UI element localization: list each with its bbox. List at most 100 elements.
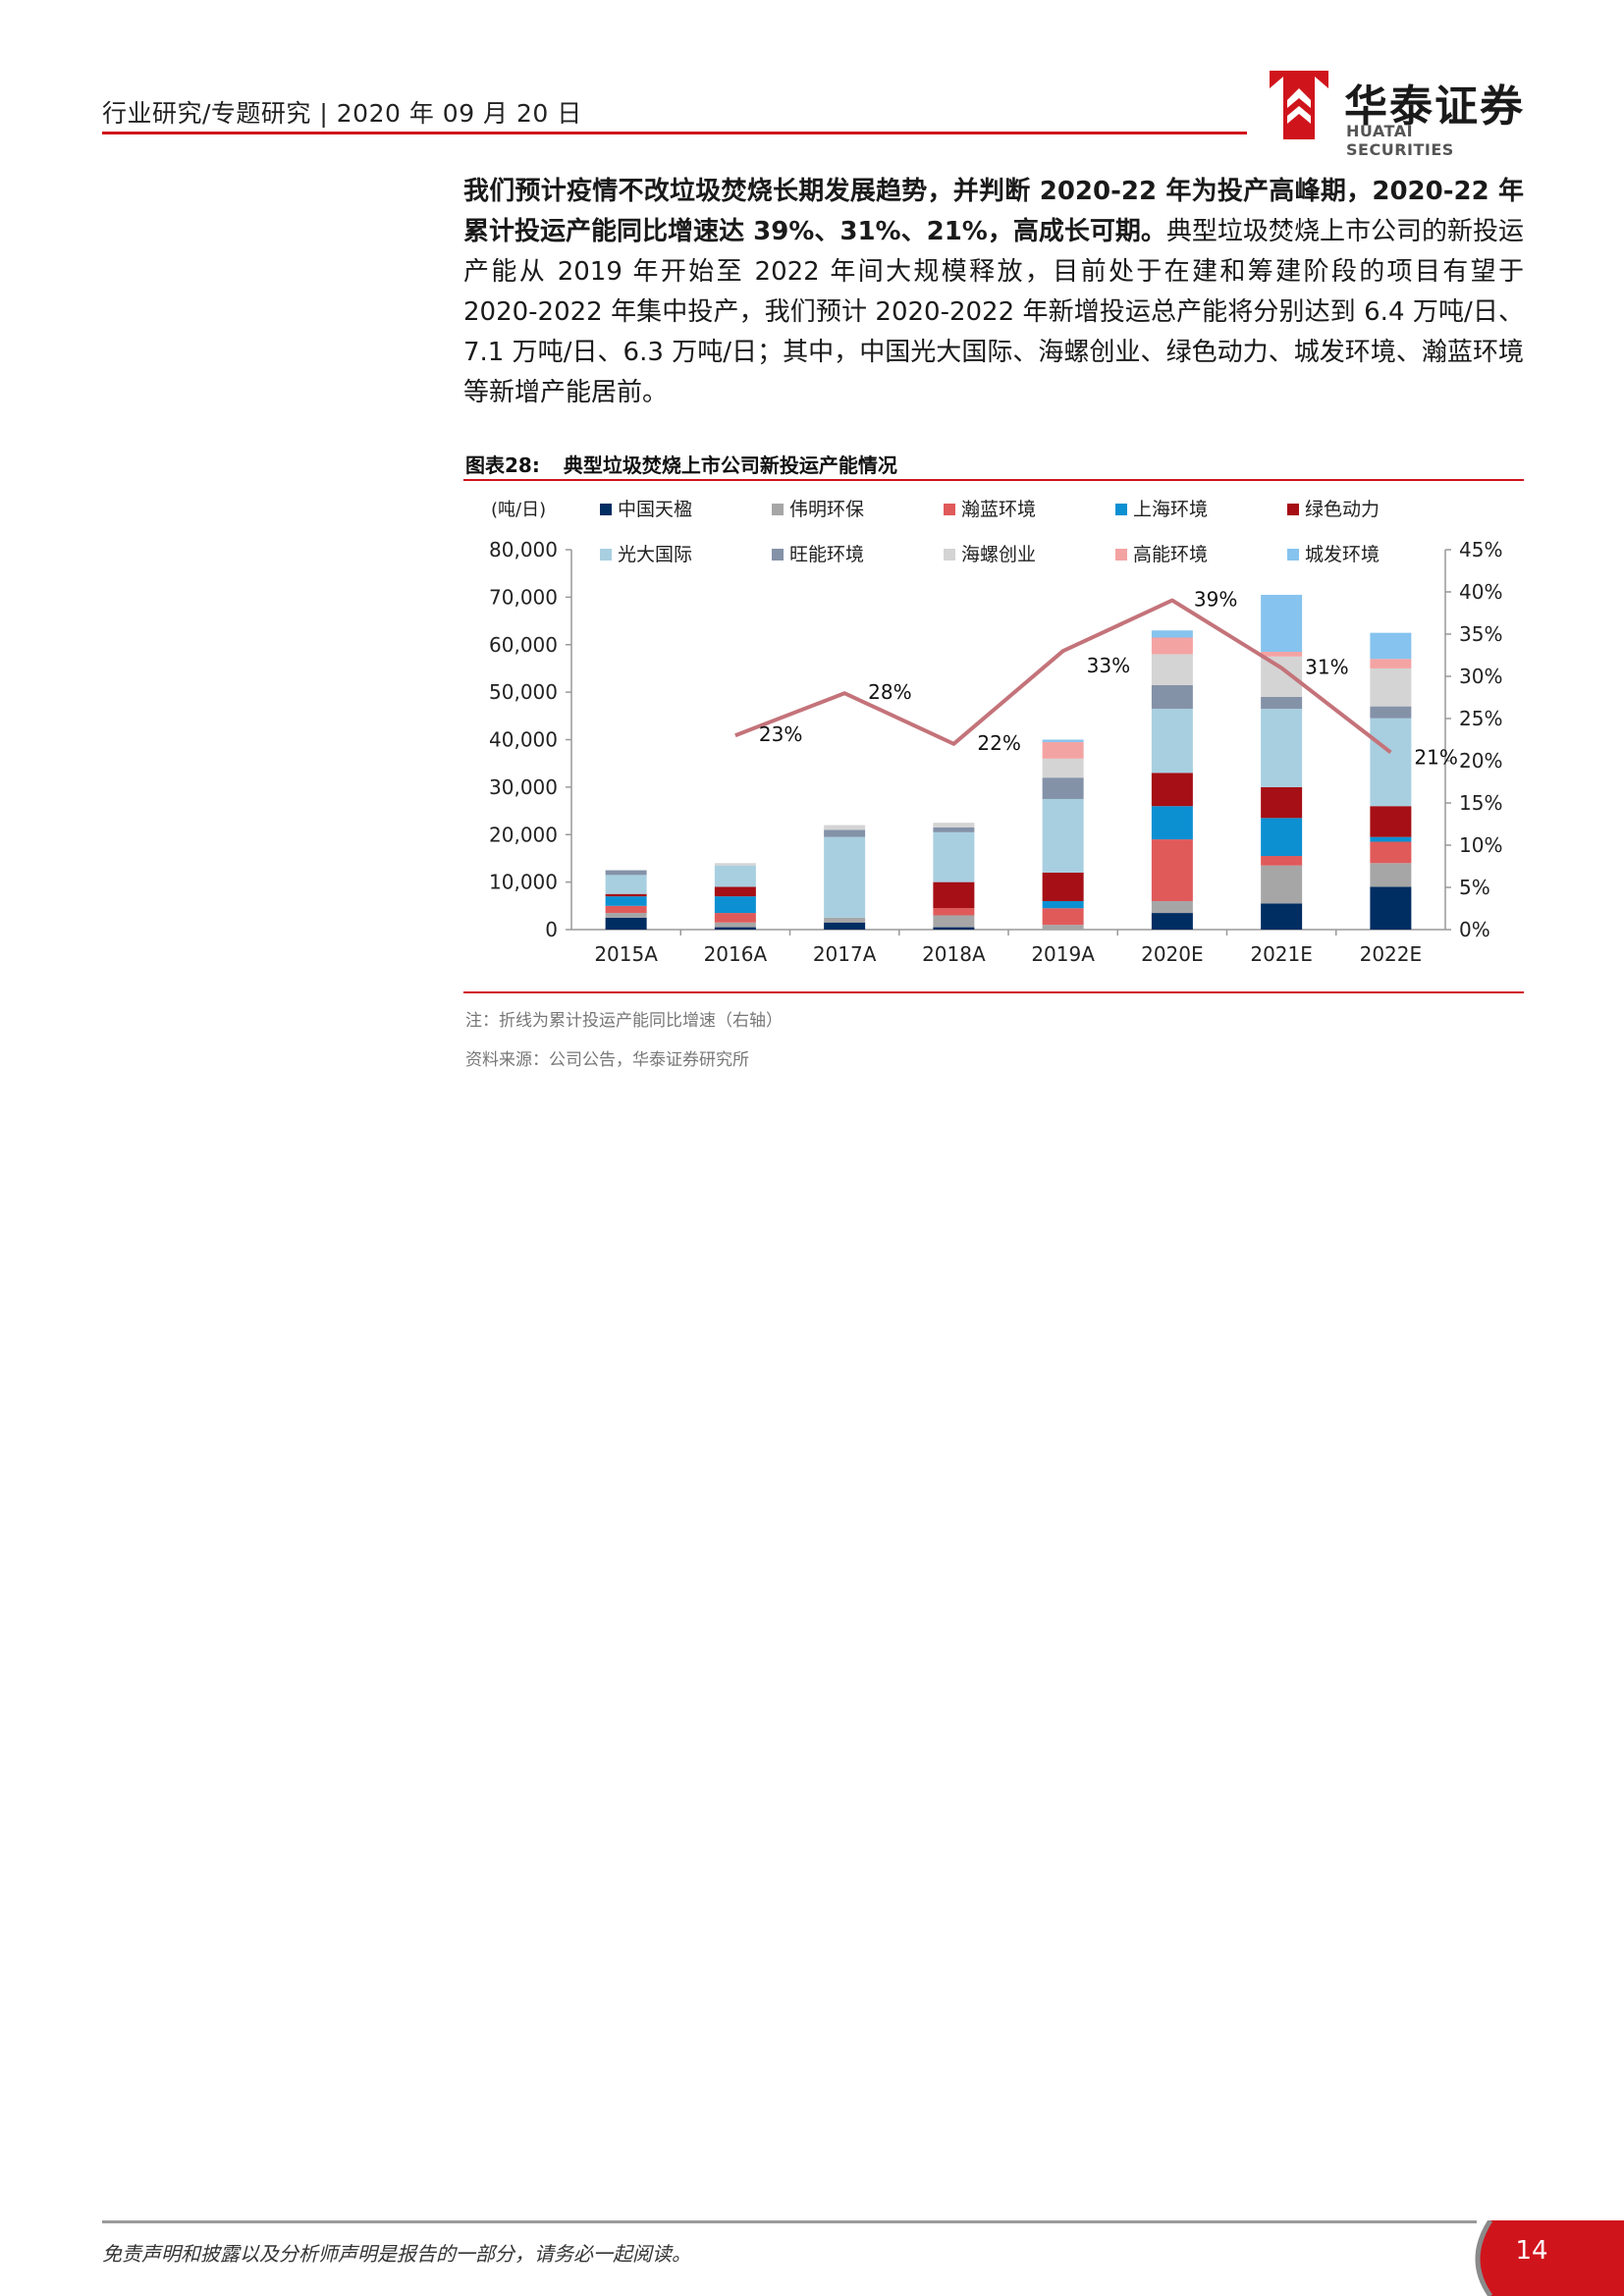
bar-segment: [1042, 798, 1084, 873]
bar-segment: [1151, 637, 1193, 655]
bar-segment: [1370, 659, 1412, 668]
bar-segment: [1042, 758, 1084, 778]
bar-segment: [1042, 908, 1084, 926]
unit-label: (吨/日): [491, 500, 546, 520]
bar-segment: [1151, 806, 1193, 840]
figure-number: 图表28:: [465, 454, 540, 477]
x-tick-label: 2018A: [922, 942, 986, 966]
body-bold-lead: 我们预计疫情不改垃圾焚烧长期发展趋势，并判断 2020-22 年为投产高峰期，2…: [463, 177, 1524, 246]
legend-item: 光大国际: [600, 544, 692, 565]
bar-segment: [714, 886, 756, 897]
x-tick-label: 2015A: [594, 942, 658, 966]
legend-swatch: [600, 504, 612, 515]
left-tick-label: 20,000: [489, 823, 558, 846]
header-separator: |: [319, 99, 337, 128]
legend-label: 城发环境: [1305, 544, 1380, 565]
bar-segment: [605, 913, 647, 918]
bar-segment: [605, 905, 647, 914]
legend-swatch: [772, 549, 784, 561]
legend-label: 上海环境: [1133, 499, 1208, 520]
legend-label: 光大国际: [618, 544, 692, 565]
right-tick-label: 0%: [1459, 918, 1490, 941]
bar-segment: [1370, 706, 1412, 719]
figure-caption: 典型垃圾焚烧上市公司新投运产能情况: [563, 454, 897, 477]
legend-item: 绿色动力: [1287, 499, 1380, 520]
bar-segment: [1370, 836, 1412, 842]
left-tick-label: 80,000: [489, 538, 558, 561]
x-tick-label: 2019A: [1031, 942, 1095, 966]
growth-data-label: 31%: [1305, 655, 1348, 678]
bar-segment: [1261, 594, 1303, 653]
report-header: 行业研究/专题研究 | 2020 年 09 月 20 日: [102, 94, 582, 130]
footer-disclaimer: 免责声明和披露以及分析师声明是报告的一部分，请务必一起阅读。: [102, 2242, 691, 2266]
bar-segment: [1042, 777, 1084, 799]
bar-segment: [605, 893, 647, 897]
chart-bars: [605, 594, 1412, 930]
report-date: 2020 年 09 月 20 日: [336, 99, 582, 128]
bar-segment: [1261, 818, 1303, 857]
legend-item: 瀚蓝环境: [944, 499, 1036, 520]
left-tick-label: 10,000: [489, 871, 558, 894]
legend-item: 伟明环保: [772, 499, 864, 520]
legend-label: 中国天楹: [618, 499, 692, 520]
growth-line: [734, 598, 1392, 754]
right-tick-label: 40%: [1459, 580, 1502, 604]
bar-segment: [605, 917, 647, 930]
growth-data-label: 39%: [1194, 588, 1237, 612]
bar-segment: [1042, 872, 1084, 901]
bar-segment: [1370, 806, 1412, 837]
bar-segment: [714, 913, 756, 923]
right-tick-label: 35%: [1459, 622, 1502, 646]
legend-label: 绿色动力: [1305, 499, 1380, 520]
left-tick-label: 50,000: [489, 680, 558, 704]
legend-item: 旺能环境: [772, 544, 864, 565]
bar-segment: [824, 836, 866, 918]
legend-item: 海螺创业: [944, 544, 1036, 565]
bar-segment: [1261, 786, 1303, 819]
figure-top-rule: [463, 479, 1524, 481]
brand-name-cn: 华泰证券: [1344, 81, 1525, 132]
growth-data-label: 33%: [1087, 654, 1130, 677]
bar-segment: [714, 927, 756, 930]
right-tick-label: 25%: [1459, 707, 1502, 730]
x-tick-label: 2017A: [813, 942, 877, 966]
chart-axes: (吨/日) 0 10,000 20,000 30,000 40,000 50,000 60,0…: [489, 500, 1502, 966]
page-tab-shape: [1475, 2220, 1624, 2296]
chart-line: 23% 28% 22% 33% 39% 31% 21%: [734, 588, 1458, 769]
bar-segment: [1042, 741, 1084, 759]
report-section: 行业研究/专题研究: [102, 99, 311, 128]
right-tick-label: 20%: [1459, 749, 1502, 773]
bar-segment: [824, 922, 866, 930]
bar-segment: [1042, 925, 1084, 930]
legend-label: 海螺创业: [961, 544, 1036, 565]
bar-segment: [1151, 709, 1193, 774]
x-tick-label: 2020E: [1141, 942, 1204, 966]
bar-segment: [1261, 856, 1303, 866]
bar-segment: [1261, 865, 1303, 904]
legend-item: 城发环境: [1287, 544, 1380, 565]
legend-label: 伟明环保: [789, 499, 864, 520]
bar-segment: [1151, 684, 1193, 710]
figure-bottom-rule: [463, 991, 1524, 993]
bar-segment: [714, 896, 756, 914]
bar-segment: [1151, 913, 1193, 930]
legend-swatch: [600, 549, 612, 561]
legend-swatch: [944, 504, 955, 515]
bar-segment: [714, 922, 756, 928]
growth-data-label: 22%: [977, 731, 1020, 755]
bar-segment: [933, 927, 975, 930]
bar-segment: [1042, 900, 1084, 909]
legend-label: 高能环境: [1133, 544, 1208, 565]
bar-segment: [1261, 709, 1303, 787]
figure-note: 注：折线为累计投运产能同比增速（右轴）: [465, 1011, 783, 1031]
bar-segment: [1261, 652, 1303, 657]
right-tick-label: 45%: [1459, 538, 1502, 561]
figure-title: 图表28: 典型垃圾焚烧上市公司新投运产能情况: [465, 450, 897, 478]
bar-segment: [933, 915, 975, 928]
bar-segment: [1151, 900, 1193, 914]
legend-swatch: [944, 549, 955, 561]
left-tick-label: 40,000: [489, 728, 558, 752]
figure-source: 资料来源：公司公告，华泰证券研究所: [465, 1050, 749, 1070]
